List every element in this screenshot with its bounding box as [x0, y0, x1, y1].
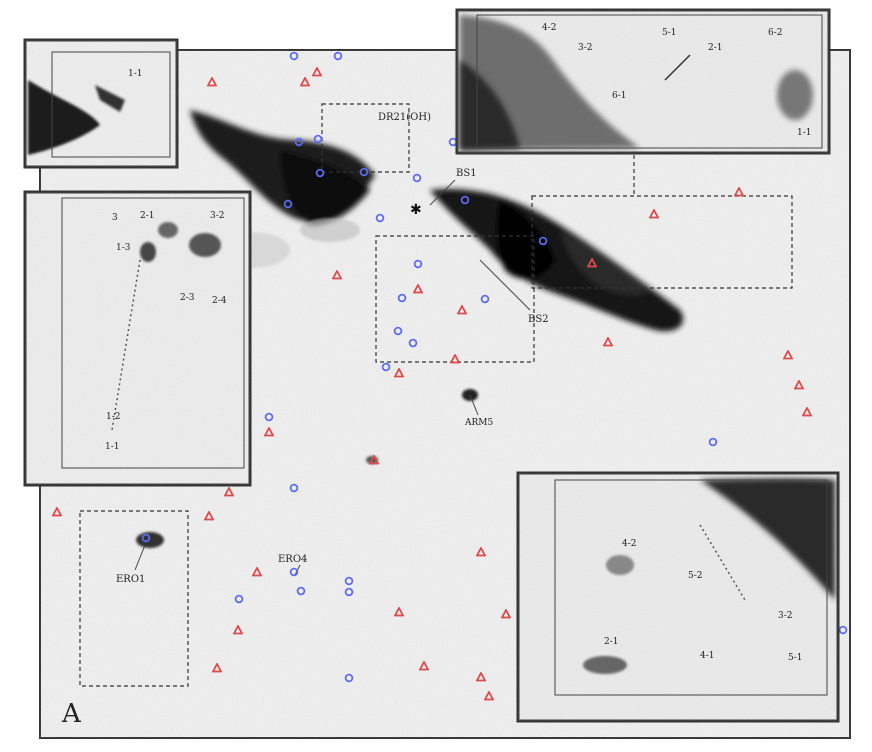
inset-l-label-4: 1-3: [116, 243, 131, 253]
svg-text:✱: ✱: [410, 202, 422, 218]
inset-top-left: 1-1: [23, 38, 179, 169]
inset-tr-label-6: 6-1: [612, 91, 627, 101]
inset-tr-label-5: 6-2: [768, 28, 783, 38]
inset-bottom-right: 4-2 5-2 3-2 2-1 4-1 5-1: [516, 471, 840, 723]
inset-l-label-6: 2-4: [212, 296, 227, 306]
label-ero1: ERO1: [116, 574, 145, 585]
inset-tl-label-1: 1-1: [128, 69, 143, 79]
inset-br-label-1: 4-2: [622, 539, 637, 549]
dark-filament: [190, 110, 684, 332]
panel-letter: A: [61, 699, 82, 729]
inset-tr-label-3: 5-1: [662, 28, 677, 38]
inset-br-label-3: 3-2: [778, 611, 793, 621]
label-bs1: BS1: [456, 168, 477, 179]
inset-l-label-3: 3-2: [210, 211, 225, 221]
inset-tr-label-4: 2-1: [708, 43, 723, 53]
inset-br-label-2: 5-2: [688, 571, 703, 581]
inset-l-label-5: 2-3: [180, 293, 195, 303]
inset-tr-label-1: 4-2: [542, 23, 557, 33]
label-dr21oh: DR21(OH): [378, 112, 431, 123]
label-bs2: BS2: [528, 314, 549, 325]
star-marker: ✱: [410, 202, 422, 218]
inset-l-label-8: 1-1: [105, 442, 120, 452]
inset-left: 3 2-1 3-2 1-3 2-3 2-4 1-2 1-1: [23, 190, 252, 487]
label-arm5: ARM5: [464, 418, 493, 428]
inset-tr-label-2: 3-2: [578, 43, 593, 53]
inset-br-label-6: 5-1: [788, 653, 803, 663]
inset-tr-label-7: 1-1: [797, 128, 812, 138]
inset-br-label-4: 2-1: [604, 637, 619, 647]
inset-l-label-2: 2-1: [140, 211, 155, 221]
inset-top-right: 4-2 3-2 5-1 2-1 6-2 6-1 1-1: [455, 8, 831, 155]
inset-l-label-1: 3: [112, 213, 118, 223]
inset-l-label-7: 1-2: [106, 412, 121, 422]
label-ero4: ERO4: [278, 554, 307, 565]
inset-br-label-5: 4-1: [700, 651, 715, 661]
